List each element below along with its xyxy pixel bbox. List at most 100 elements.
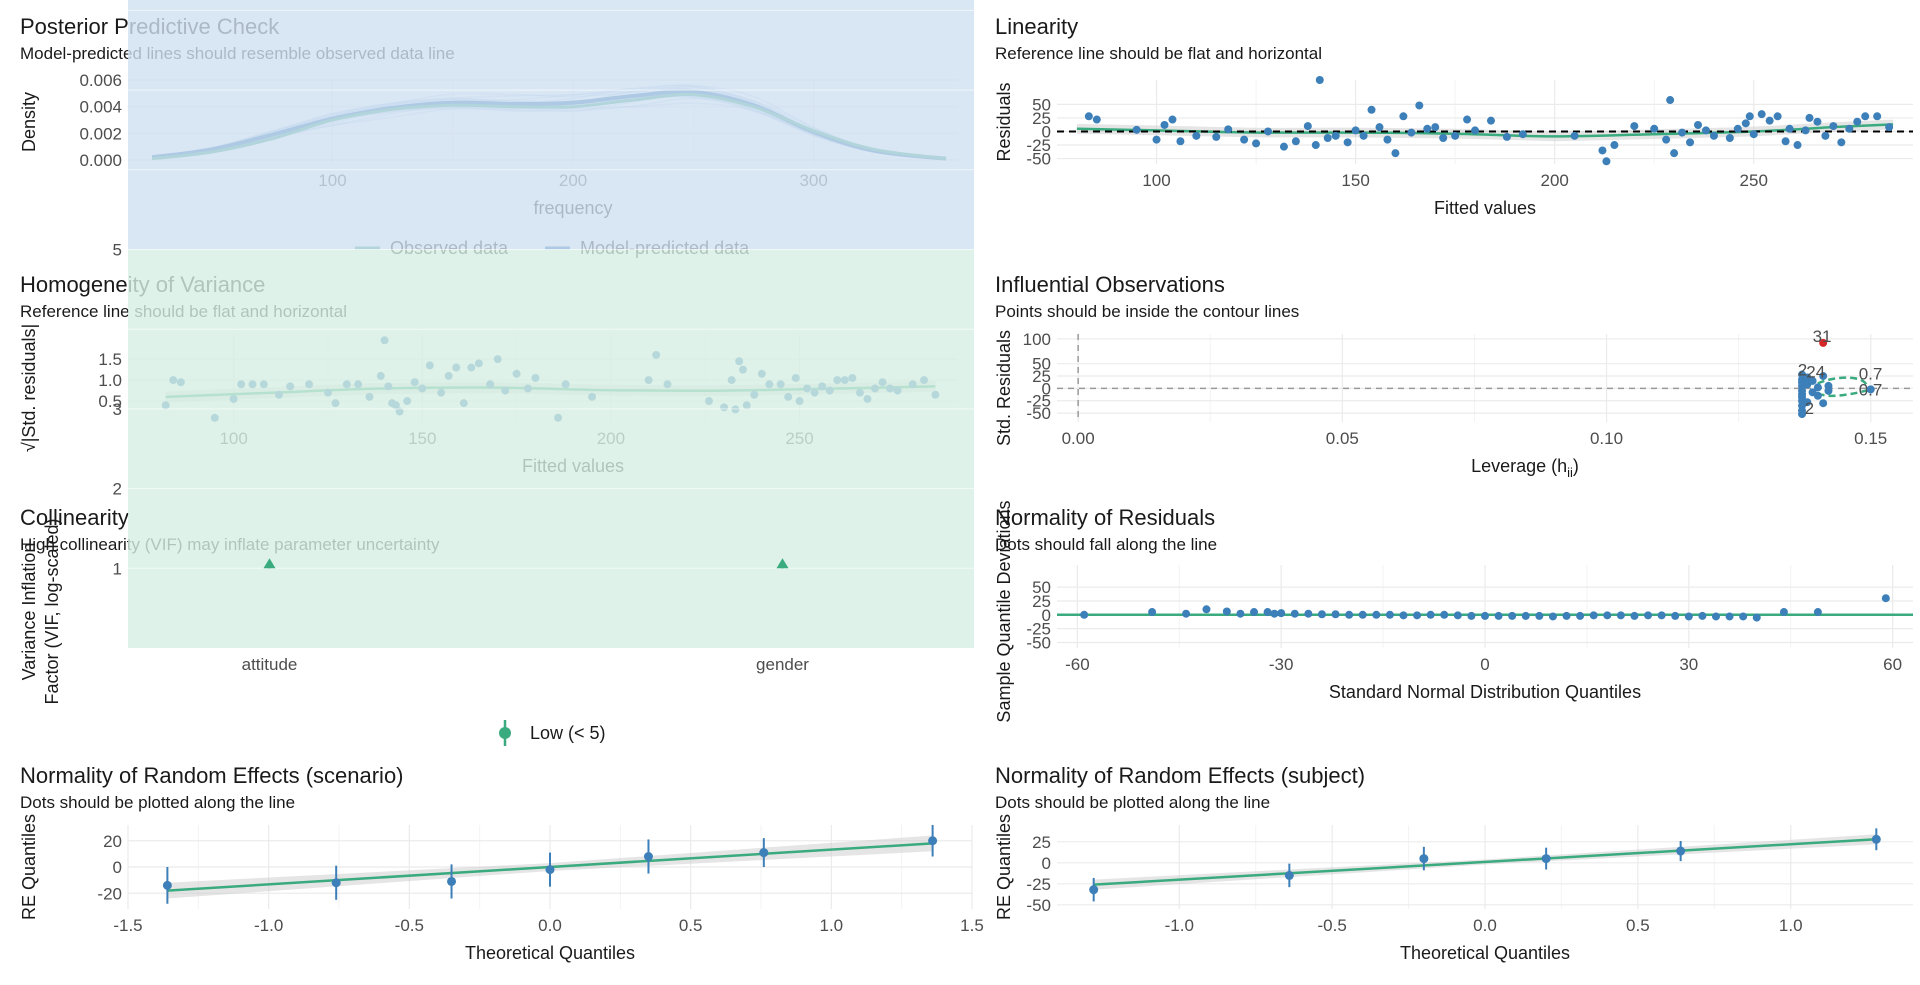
data-point xyxy=(1671,611,1680,620)
data-point xyxy=(1375,123,1384,132)
data-point xyxy=(1463,115,1472,124)
data-point xyxy=(1270,609,1279,618)
data-point xyxy=(1168,115,1177,124)
data-point xyxy=(1765,116,1774,125)
data-point xyxy=(1391,149,1400,158)
zone-low xyxy=(128,249,974,648)
data-point xyxy=(1813,117,1822,126)
y-tick-label: -50 xyxy=(1026,633,1051,652)
data-point xyxy=(331,878,341,888)
data-point xyxy=(1304,609,1313,618)
y-tick-label: 25 xyxy=(1032,367,1051,386)
data-point xyxy=(1749,130,1758,139)
y-tick-label: -50 xyxy=(1026,150,1051,169)
data-point xyxy=(545,865,555,875)
y-tick-label: 0 xyxy=(1042,606,1051,625)
data-point xyxy=(1813,391,1822,400)
data-point xyxy=(1399,112,1408,121)
data-point xyxy=(1399,611,1408,620)
outlier-label: 31 xyxy=(1813,327,1832,346)
data-point xyxy=(1419,854,1429,864)
panel-subtitle: Reference line should be flat and horizo… xyxy=(995,44,1322,63)
x-tick-label: 0.10 xyxy=(1590,429,1623,448)
data-point xyxy=(1666,96,1675,105)
y-tick-label: 0.5 xyxy=(98,392,122,411)
data-point xyxy=(1866,385,1875,394)
panel-title: Normality of Random Effects (scenario) xyxy=(20,763,404,788)
panel-title: Collinearity xyxy=(20,505,129,530)
y-tick-label: 0.004 xyxy=(79,98,122,117)
data-point xyxy=(1813,383,1822,392)
data-point xyxy=(1824,386,1833,395)
data-point xyxy=(1686,138,1695,147)
x-tick-label: gender xyxy=(756,655,809,674)
x-axis-label-sub: ii xyxy=(1567,465,1573,480)
data-point xyxy=(1821,131,1830,140)
data-point xyxy=(1284,870,1294,880)
data-point xyxy=(1471,126,1480,135)
data-point xyxy=(1701,126,1710,135)
data-point xyxy=(1277,609,1286,618)
re-subject-plot: -1.0 -0.5 0.0 0.5 1.0 -50 -25 0 25 Theoretical Qu… xyxy=(994,814,1913,963)
data-point xyxy=(1603,611,1612,620)
data-point xyxy=(1451,131,1460,140)
data-point xyxy=(1264,127,1273,136)
x-axis-label: Fitted values xyxy=(1434,198,1536,218)
data-point xyxy=(1657,611,1666,620)
data-point xyxy=(1845,124,1854,133)
data-point xyxy=(1415,101,1424,110)
y-tick-label: 0.006 xyxy=(79,71,122,90)
data-point xyxy=(1589,611,1598,620)
data-point xyxy=(1741,119,1750,128)
data-point xyxy=(1709,131,1718,140)
cook-contour-upper xyxy=(1817,376,1872,391)
data-point xyxy=(1881,594,1890,603)
x-tick-label: 1.0 xyxy=(1779,916,1803,935)
x-tick-label: 0.15 xyxy=(1854,429,1887,448)
data-point xyxy=(1152,135,1161,144)
data-point xyxy=(1785,124,1794,133)
data-point xyxy=(1160,120,1169,129)
data-point xyxy=(1570,131,1579,140)
data-point xyxy=(928,836,938,846)
x-axis-label-main: Leverage (h xyxy=(1471,456,1567,476)
x-tick-label: -30 xyxy=(1269,655,1294,674)
y-axis-label: RE Quantiles xyxy=(994,814,1014,920)
data-point xyxy=(1084,112,1093,121)
data-point xyxy=(1861,112,1870,121)
data-point xyxy=(1801,126,1810,135)
data-point xyxy=(1426,610,1435,619)
data-point xyxy=(1290,609,1299,618)
data-point xyxy=(1819,372,1828,381)
data-point xyxy=(1439,133,1448,142)
y-tick-label: 3 xyxy=(113,400,122,419)
y-tick-label: 50 xyxy=(1032,578,1051,597)
data-point xyxy=(1148,608,1157,617)
x-tick-label: 1.5 xyxy=(960,916,984,935)
y-axis-label: Density xyxy=(19,92,39,152)
y-tick-label: 25 xyxy=(1032,833,1051,852)
data-point xyxy=(759,848,769,858)
y-tick-label: 100 xyxy=(1023,330,1051,349)
x-tick-label: -60 xyxy=(1065,655,1090,674)
panel-subtitle: Dots should fall along the line xyxy=(995,535,1218,554)
data-point xyxy=(1521,611,1530,620)
data-point xyxy=(1662,135,1671,144)
x-tick-label: 60 xyxy=(1883,655,1902,674)
data-point xyxy=(1630,122,1639,131)
data-point xyxy=(1873,112,1882,121)
x-axis-label: Standard Normal Distribution Quantiles xyxy=(1329,682,1641,702)
data-point xyxy=(1453,611,1462,620)
y-tick-label: -20 xyxy=(97,884,122,903)
re-scenario-plot: -1.5 -1.0 -0.5 0.0 0.5 1.0 1.5 -20 0 20 Theoretica… xyxy=(19,814,984,963)
x-axis-label: Leverage (hii) xyxy=(1471,456,1579,480)
data-point xyxy=(1616,611,1625,620)
linearity-ci-band xyxy=(1076,119,1894,142)
data-point xyxy=(1630,611,1639,620)
plot-area xyxy=(1057,80,1913,164)
panel-re-subject: Normality of Random Effects (subject) Do… xyxy=(994,763,1915,983)
y-tick-label: 0 xyxy=(1042,122,1051,141)
x-tick-label: -1.5 xyxy=(113,916,142,935)
x-tick-label: 100 xyxy=(1142,171,1170,190)
data-point xyxy=(1670,149,1679,158)
